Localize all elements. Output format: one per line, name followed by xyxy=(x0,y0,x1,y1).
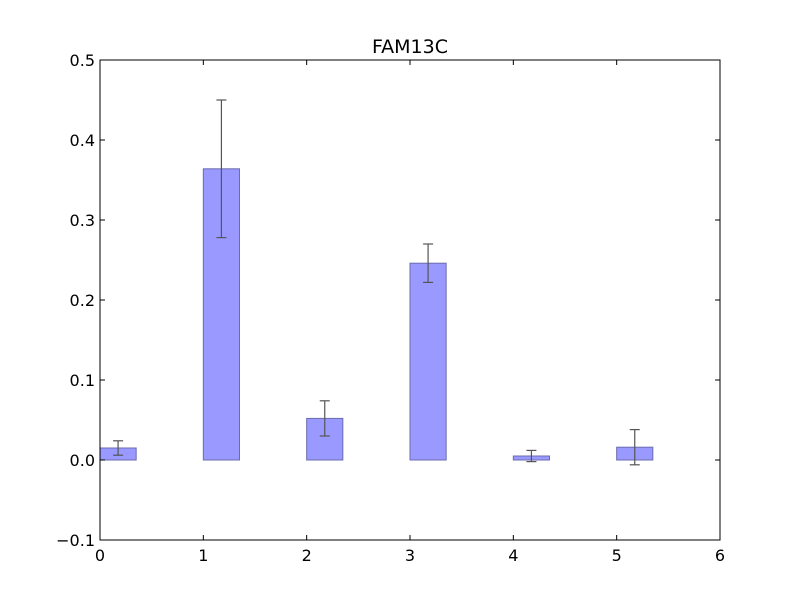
y-tick-label: 0.1 xyxy=(70,371,95,390)
x-tick-label: 5 xyxy=(612,546,622,565)
error-bar-2 xyxy=(319,400,330,437)
x-tick-label: 1 xyxy=(198,546,208,565)
error-bar-0 xyxy=(113,440,124,456)
x-tick-label: 4 xyxy=(508,546,518,565)
x-tick-label: 3 xyxy=(405,546,415,565)
error-bar-5 xyxy=(629,429,640,466)
y-tick-label: 0.4 xyxy=(70,131,95,150)
x-tick-label: 2 xyxy=(302,546,312,565)
error-bar-4 xyxy=(526,449,537,463)
y-tick-label: 0.5 xyxy=(70,51,95,70)
error-bars-group xyxy=(113,99,640,466)
axis-ticks-group: 0 1 2 3 4 5 6 −0.1 0.0 0.1 0.2 0.3 0.4 0.5 xyxy=(56,51,725,565)
x-tick-label: 0 xyxy=(95,546,105,565)
x-tick-label: 6 xyxy=(715,546,725,565)
y-tick-label: −0.1 xyxy=(56,531,95,550)
bars-group xyxy=(99,168,654,461)
chart-title: FAM13C xyxy=(372,36,448,58)
y-tick-label: 0.0 xyxy=(70,451,95,470)
error-bar-3 xyxy=(423,243,434,283)
y-tick-label: 0.2 xyxy=(70,291,95,310)
error-bar-1 xyxy=(216,99,227,239)
y-tick-label: 0.3 xyxy=(70,211,95,230)
bar-3 xyxy=(409,262,447,461)
